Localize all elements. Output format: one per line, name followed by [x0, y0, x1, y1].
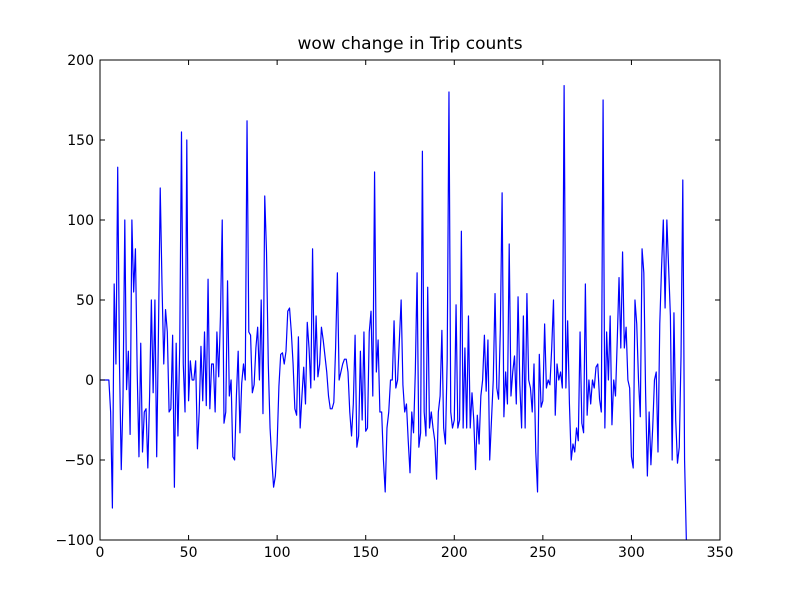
plot-frame — [99, 59, 721, 541]
x-tick-label: 300 — [618, 545, 645, 561]
y-tick-label: 100 — [67, 213, 94, 229]
x-tick-label: 0 — [96, 545, 105, 561]
x-tick-label: 250 — [529, 545, 556, 561]
x-tick-label: 350 — [707, 545, 734, 561]
y-tick-label: 0 — [85, 373, 94, 389]
x-tick-label: 50 — [180, 545, 198, 561]
y-tick-label: 50 — [76, 293, 94, 309]
chart-title: wow change in Trip counts — [297, 34, 522, 54]
y-tick-label: −100 — [56, 533, 94, 549]
y-tick-label: 150 — [67, 133, 94, 149]
series-line-0 — [100, 84, 688, 540]
series-layer — [100, 84, 688, 540]
x-tick-label: 200 — [441, 545, 468, 561]
x-tick-label: 100 — [264, 545, 291, 561]
y-tick-label: 200 — [67, 53, 94, 69]
y-tick-label: −50 — [64, 453, 94, 469]
x-tick-label: 150 — [352, 545, 379, 561]
ticks-layer: 0 50 100 150 200 250 300 350 −100 −50 0 50 100 150 200 — [56, 53, 734, 561]
